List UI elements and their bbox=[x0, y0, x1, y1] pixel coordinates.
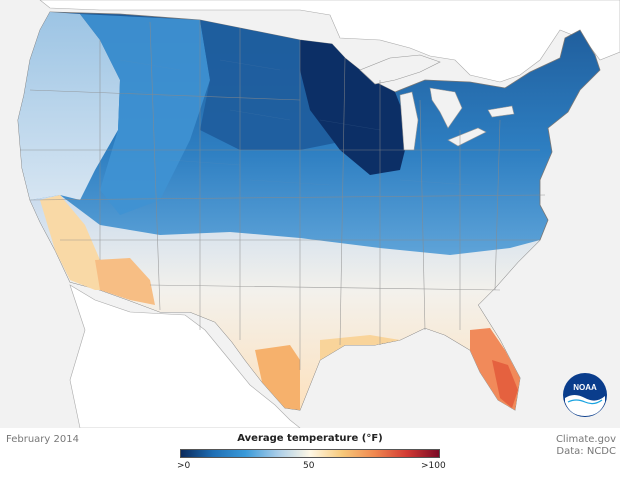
canada-land bbox=[39, 0, 620, 83]
legend-title: Average temperature (°F) bbox=[237, 433, 383, 444]
map-panel: NOAA bbox=[0, 0, 620, 428]
noaa-logo-text: NOAA bbox=[573, 383, 597, 392]
legend-tick-min: >0 bbox=[177, 461, 191, 471]
florida-hottest bbox=[492, 360, 518, 408]
us-temperature-map bbox=[17, 0, 620, 428]
state-boundaries bbox=[20, 20, 546, 370]
lake-ontario bbox=[487, 105, 515, 118]
south-texas-warm bbox=[255, 345, 300, 410]
upper-midwest-coldest bbox=[300, 40, 410, 175]
southern-warm-belt bbox=[30, 195, 540, 410]
noaa-logo: NOAA bbox=[563, 373, 607, 417]
central-valley-warm bbox=[40, 195, 110, 290]
credit-data: Data: NCDC bbox=[556, 446, 616, 457]
arizona-warm bbox=[95, 258, 155, 305]
legend-color-bar bbox=[180, 449, 440, 458]
legend-tick-mid: 50 bbox=[303, 461, 315, 471]
mexico-land bbox=[69, 284, 301, 428]
lake-huron bbox=[429, 87, 463, 129]
credit-site: Climate.gov bbox=[555, 434, 616, 445]
lake-erie bbox=[447, 127, 487, 147]
date-label: February 2014 bbox=[6, 434, 79, 445]
rockies-cool bbox=[80, 14, 210, 215]
west-coast-mild bbox=[18, 12, 120, 200]
county-texture bbox=[119, 59, 471, 186]
legend-tick-max: >100 bbox=[421, 461, 446, 471]
lake-superior bbox=[359, 54, 441, 85]
